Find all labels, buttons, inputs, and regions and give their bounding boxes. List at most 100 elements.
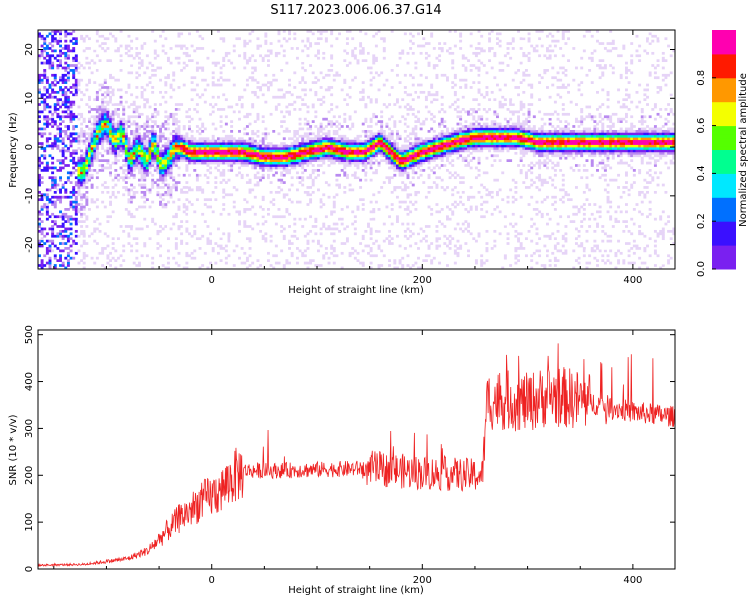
spectrogram-cell [53,103,57,106]
spectrogram-cell [177,149,181,153]
spectrogram-cell [422,37,426,41]
spectrogram-cell [143,125,147,128]
spectrogram-cell [127,198,131,202]
spectrogram-cell [72,103,76,106]
spectrogram-cell [185,151,189,155]
spectrogram-cell [327,142,331,145]
spectrogram-cell [206,142,210,145]
spectrogram-cell [132,120,136,123]
spectrogram-cell [322,51,326,55]
spectrogram-cell [153,151,157,155]
spectrogram-cell [290,144,294,148]
spectrogram-cell [443,188,447,192]
spectrogram-cell [301,88,305,92]
spectrogram-cell [314,151,318,155]
spectrogram-cell [101,249,105,253]
spectrogram-cell [209,242,213,245]
spectrogram-cell [432,47,436,50]
spectrogram-cell [435,137,439,141]
spectrogram-cell [151,127,155,131]
spectrogram-cell [259,176,263,180]
spectrogram-cell [401,98,405,102]
spectrogram-cell [364,173,368,177]
spectrogram-cell [82,49,86,53]
spectrogram-cell [309,149,313,153]
spectrogram-cell [419,44,423,48]
spectrogram-cell [395,134,399,138]
spectrogram-cell [280,144,284,148]
spectrogram-cell [45,195,49,199]
spectrogram-cell [293,129,297,133]
spectrogram-cell [145,134,149,138]
spectrogram-cell [277,51,281,55]
spectrogram-cell [106,103,110,106]
spectrogram-cell [298,147,302,150]
spectrogram-cell [248,190,252,194]
spectrogram-cell [101,154,105,158]
spectrogram-cell [135,139,139,143]
spectrogram-cell [398,154,402,158]
spectrogram-cell [174,188,178,192]
spectrogram-cell [122,108,126,111]
spectrogram-cell [90,139,94,143]
spectrogram-cell [88,164,91,167]
spectrogram-cell [256,47,260,50]
spectrogram-cell [132,100,136,104]
spectrogram-cell [251,78,255,82]
spectrogram-cell [85,161,89,165]
spectrogram-cell [345,144,349,148]
spectrogram-cell [227,156,231,160]
spectrogram-cell [164,169,168,172]
spectrogram-cell [88,37,91,41]
spectrogram-cell [317,188,320,192]
spectrogram-cell [56,90,60,94]
spectrogram-cell [446,147,449,150]
spectrogram-cell [153,169,157,172]
spectrogram-cell [66,215,70,219]
spectrogram-cell [64,132,68,136]
spectrogram-cell [288,112,291,116]
spectrogram-cell [116,154,120,158]
spectrogram-cell [77,134,81,138]
spectrogram-cell [90,142,94,145]
spectrogram-cell [424,254,428,258]
spectrogram-cell [166,154,170,158]
spectrogram-cell [156,66,160,70]
spectrogram-cell [438,137,442,141]
spectrogram-cell [427,225,431,228]
spectrogram-cell [464,164,468,167]
spectrogram-cell [417,144,420,148]
spectrogram-cell [124,208,128,211]
spectrogram-cell [69,64,73,67]
spectrogram-cell [367,137,370,141]
spectrogram-cell [267,149,270,153]
spectrogram-cell [395,100,399,104]
spectrogram-cell [414,190,418,194]
spectrogram-cell [322,100,326,104]
spectrogram-cell [282,227,286,231]
spectrogram-cell [340,242,344,245]
spectrogram-cell [230,237,234,241]
spectrogram-cell [182,66,186,70]
spectrogram-cell [153,139,157,143]
spectrogram-cell [227,59,231,63]
spectrogram-cell [98,59,102,63]
spectrogram-cell [53,203,57,206]
spectrogram-cell [361,234,365,238]
spectrogram-cell [182,61,186,65]
spectrogram-cell [277,164,281,167]
spectrogram-cell [253,195,257,199]
spectrogram-cell [319,205,323,209]
spectrogram-cell [174,129,178,133]
spectrogram-cell [345,176,349,180]
spectrogram-cell [156,169,160,172]
spectrogram-cell [367,156,370,160]
spectrogram-cell [138,112,141,116]
spectrogram-cell [180,190,184,194]
spectrogram-cell [301,139,305,143]
spectrogram-cell [411,222,415,226]
spectrogram-cell [374,254,378,258]
spectrogram-cell [332,205,336,209]
spectrogram-cell [111,103,115,106]
spectrogram-cell [38,132,41,136]
